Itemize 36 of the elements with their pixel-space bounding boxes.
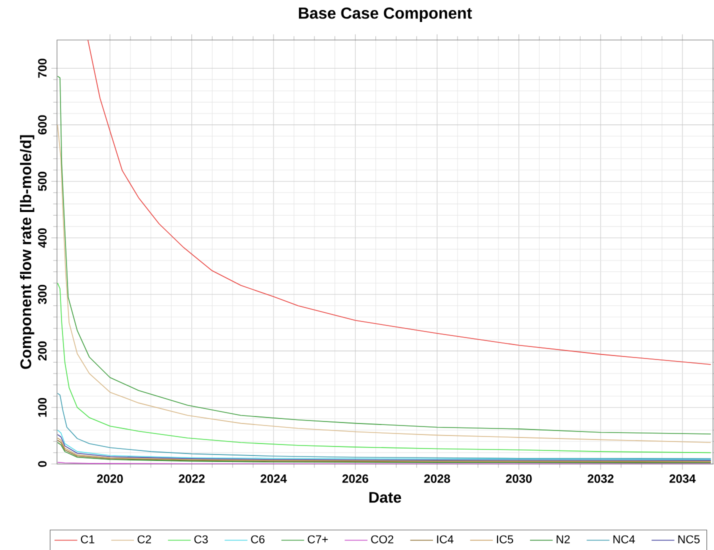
legend-label: CO2 — [371, 535, 394, 544]
line-series — [88, 40, 712, 365]
legend-label: NC5 — [678, 535, 700, 544]
y-tick-label: 0 — [38, 461, 47, 467]
x-axis-title: Date — [369, 492, 402, 503]
y-tick-label: 100 — [38, 398, 47, 417]
legend-label: C3 — [194, 535, 208, 544]
y-tick-label: 400 — [38, 228, 47, 248]
legend-label: NC4 — [613, 535, 635, 544]
line-series — [57, 430, 712, 460]
x-tick-label: 2030 — [506, 474, 532, 483]
x-tick-label: 2034 — [669, 474, 696, 483]
y-axis-title: Component flow rate [lb-mole/d] — [20, 135, 34, 369]
line-series — [57, 392, 712, 460]
x-tick-label: 2026 — [342, 474, 368, 483]
chart-title: Base Case Component — [298, 7, 472, 22]
x-tick-label: 2032 — [588, 474, 614, 483]
legend-label: N2 — [556, 535, 570, 544]
y-tick-label: 600 — [38, 115, 47, 134]
x-tick-label: 2024 — [260, 474, 287, 483]
legend-label: C2 — [138, 535, 151, 544]
legend-label: C1 — [80, 535, 94, 544]
line-series — [57, 76, 712, 434]
legend-label: IC5 — [496, 535, 514, 544]
y-tick-label: 700 — [38, 58, 47, 78]
legend-label: C6 — [251, 535, 264, 544]
y-tick-label: 200 — [38, 341, 47, 361]
x-tick-label: 2020 — [97, 474, 123, 483]
line-series — [57, 282, 712, 454]
line-series — [57, 124, 712, 443]
y-tick-label: 500 — [38, 172, 47, 191]
x-tick-label: 2028 — [424, 474, 450, 483]
x-tick-label: 2022 — [178, 474, 205, 483]
legend-label: IC4 — [437, 535, 454, 544]
y-tick-label: 300 — [38, 284, 47, 304]
legend-label: C7+ — [308, 535, 328, 544]
